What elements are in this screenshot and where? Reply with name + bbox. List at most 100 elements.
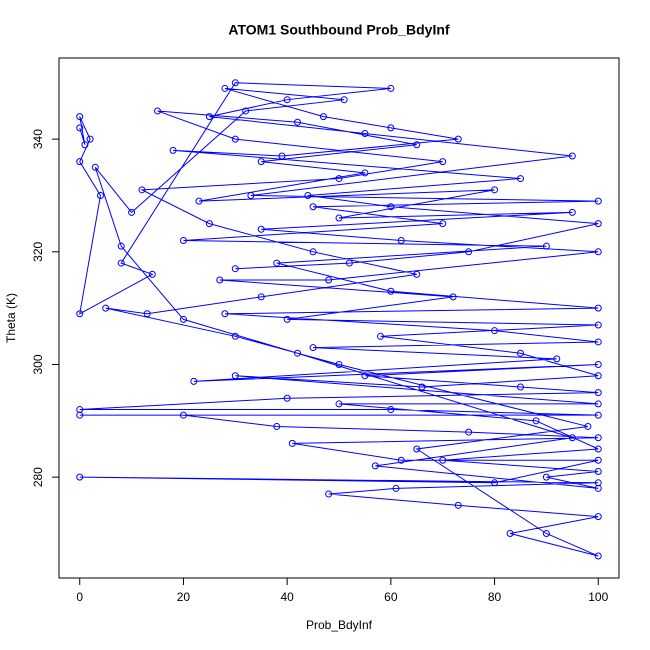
point xyxy=(439,158,447,166)
point xyxy=(387,124,395,132)
line xyxy=(79,82,599,557)
point xyxy=(231,332,239,340)
point xyxy=(76,310,84,318)
point xyxy=(594,484,602,492)
point xyxy=(542,473,550,481)
point xyxy=(516,175,524,183)
point xyxy=(221,310,229,318)
point xyxy=(594,400,602,408)
point xyxy=(594,338,602,346)
point xyxy=(76,124,84,132)
y-tick-label: 320 xyxy=(31,241,45,261)
point xyxy=(397,456,405,464)
point xyxy=(335,400,343,408)
point xyxy=(454,501,462,509)
point xyxy=(76,411,84,419)
point xyxy=(81,141,89,149)
point xyxy=(154,107,162,115)
point xyxy=(216,276,224,284)
x-tick-label: 40 xyxy=(280,590,294,604)
point xyxy=(594,445,602,453)
point xyxy=(465,248,473,256)
point xyxy=(361,169,369,177)
x-tick-label: 100 xyxy=(588,590,608,604)
point xyxy=(179,411,187,419)
point xyxy=(594,456,602,464)
point xyxy=(257,293,265,301)
point xyxy=(205,220,213,228)
point xyxy=(102,304,110,312)
point xyxy=(397,237,405,245)
point xyxy=(594,360,602,368)
point xyxy=(96,191,104,199)
point xyxy=(335,175,343,183)
point xyxy=(418,383,426,391)
point xyxy=(335,214,343,222)
point xyxy=(278,152,286,160)
point xyxy=(439,456,447,464)
point xyxy=(91,163,99,171)
point xyxy=(190,377,198,385)
x-tick-label: 20 xyxy=(177,590,191,604)
point xyxy=(439,220,447,228)
point xyxy=(532,417,540,425)
point xyxy=(273,422,281,430)
point xyxy=(76,473,84,481)
point xyxy=(594,197,602,205)
point xyxy=(594,372,602,380)
point xyxy=(594,513,602,521)
chart-title: ATOM1 Southbound Prob_BdyInf xyxy=(228,22,449,38)
point xyxy=(361,129,369,137)
y-axis-label: Theta (K) xyxy=(4,293,18,343)
plot-box xyxy=(58,57,620,579)
point xyxy=(506,529,514,537)
point xyxy=(195,197,203,205)
point xyxy=(143,310,151,318)
point xyxy=(371,462,379,470)
point xyxy=(568,208,576,216)
x-tick-label: 60 xyxy=(384,590,398,604)
point xyxy=(273,259,281,267)
x-tick-label: 80 xyxy=(488,590,502,604)
point xyxy=(128,208,136,216)
point xyxy=(319,113,327,121)
point xyxy=(169,146,177,154)
point xyxy=(594,248,602,256)
point xyxy=(387,203,395,211)
point xyxy=(594,321,602,329)
point xyxy=(594,552,602,560)
x-tick-label: 0 xyxy=(76,590,83,604)
point xyxy=(304,191,312,199)
point xyxy=(345,259,353,267)
point xyxy=(325,490,333,498)
point xyxy=(86,135,94,143)
point xyxy=(283,96,291,104)
point xyxy=(179,315,187,323)
point xyxy=(76,158,84,166)
point xyxy=(454,135,462,143)
point xyxy=(594,220,602,228)
point xyxy=(594,411,602,419)
point xyxy=(257,225,265,233)
point xyxy=(491,186,499,194)
point xyxy=(413,445,421,453)
point xyxy=(387,406,395,414)
point xyxy=(387,84,395,92)
point xyxy=(594,434,602,442)
point xyxy=(553,355,561,363)
point xyxy=(584,422,592,430)
point xyxy=(231,79,239,87)
y-tick-label: 340 xyxy=(31,129,45,149)
point xyxy=(294,349,302,357)
point xyxy=(594,468,602,476)
point xyxy=(205,113,213,121)
point xyxy=(594,304,602,312)
point xyxy=(594,389,602,397)
point xyxy=(491,479,499,487)
point xyxy=(76,113,84,121)
point xyxy=(392,484,400,492)
point xyxy=(242,107,250,115)
point xyxy=(221,84,229,92)
point xyxy=(568,152,576,160)
